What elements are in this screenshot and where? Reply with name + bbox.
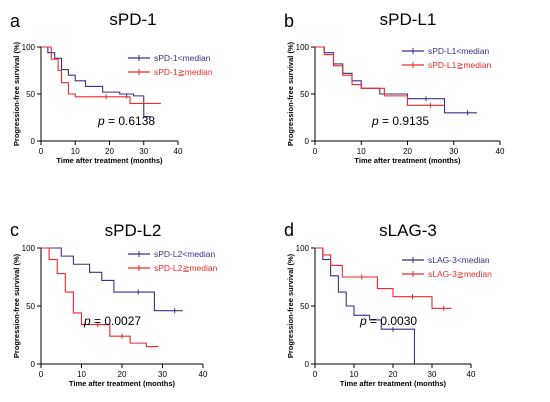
y-axis-label: Progression-free survival (%) xyxy=(12,41,21,146)
x-tick-label: 30 xyxy=(449,147,458,156)
y-tick-label: 100 xyxy=(296,43,310,52)
x-axis-label: Time after treatment (months) xyxy=(354,156,461,165)
chart-panel-c: c sPD-L2 0 50 100 0 10 20 30 40 Time after treatme… xyxy=(10,220,218,388)
x-tick-label: 40 xyxy=(199,370,208,379)
x-tick-label: 20 xyxy=(118,370,127,379)
p-value-annotation: p = 0.6138 xyxy=(97,114,155,128)
p-value-symbol: p xyxy=(97,114,105,128)
chart-panel-d: d sLAG-3 0 50 100 0 10 20 30 40 Time after treatme… xyxy=(284,220,492,388)
series-line-1 xyxy=(315,46,477,114)
x-axis-label: Time after treatment (months) xyxy=(69,379,176,388)
y-axis-label: Progression-free survival (%) xyxy=(286,253,295,358)
y-tick-label: 100 xyxy=(22,244,36,253)
x-tick-label: 30 xyxy=(158,370,167,379)
y-axis-label: Progression-free survival (%) xyxy=(286,41,295,146)
series-line-1 xyxy=(41,247,183,312)
panel-letter: d xyxy=(284,220,294,240)
legend-label: sLAG-3<median xyxy=(428,255,490,265)
chart-panel-a: a sPD-1 0 50 100 0 10 20 30 40 Time after treatmen… xyxy=(10,10,213,165)
series-line-1 xyxy=(315,247,415,364)
legend-label: sPD-1≧median xyxy=(154,67,213,77)
x-axis-label: Time after treatment (months) xyxy=(56,156,163,165)
p-value-number: = 0.9135 xyxy=(379,114,430,128)
legend-label: sLAG-3≧median xyxy=(428,269,492,279)
y-tick-label: 0 xyxy=(305,360,310,369)
x-tick-label: 20 xyxy=(389,370,398,379)
x-tick-label: 30 xyxy=(428,370,437,379)
p-value-number: = 0.0030 xyxy=(367,314,418,328)
panel-letter: a xyxy=(10,11,21,31)
chart-title: sLAG-3 xyxy=(379,221,437,240)
chart-title: sPD-1 xyxy=(109,10,156,29)
x-tick-label: 10 xyxy=(350,370,359,379)
x-tick-label: 0 xyxy=(313,147,318,156)
y-tick-label: 100 xyxy=(296,244,310,253)
y-tick-label: 50 xyxy=(300,302,309,311)
x-axis-label: Time after treatment (months) xyxy=(340,379,447,388)
x-tick-label: 40 xyxy=(174,147,183,156)
x-tick-label: 10 xyxy=(71,147,80,156)
x-tick-label: 20 xyxy=(403,147,412,156)
panel-letter: c xyxy=(10,220,19,240)
y-axis-label: Progression-free survival (%) xyxy=(12,253,21,358)
legend-label: sPD-L1<median xyxy=(428,46,489,56)
p-value-symbol: p xyxy=(83,314,91,328)
y-tick-label: 50 xyxy=(26,302,35,311)
y-tick-label: 100 xyxy=(22,43,36,52)
chart-panel-b: b sPD-L1 0 50 100 0 10 20 30 40 Time after treatme… xyxy=(284,10,505,165)
p-value-annotation: p = 0.9135 xyxy=(371,114,429,128)
panel-letter: b xyxy=(284,11,294,31)
legend-label: sPD-L2<median xyxy=(154,249,215,259)
series-line-2 xyxy=(315,46,445,106)
p-value-symbol: p xyxy=(359,314,367,328)
x-tick-label: 40 xyxy=(467,370,476,379)
p-value-annotation: p = 0.0030 xyxy=(359,314,417,328)
x-tick-label: 30 xyxy=(139,147,148,156)
y-tick-label: 50 xyxy=(300,90,309,99)
series-line-1 xyxy=(41,46,151,118)
legend-label: sPD-1<median xyxy=(154,53,211,63)
legend-label: sPD-L2≧median xyxy=(154,263,218,273)
chart-title: sPD-L1 xyxy=(380,10,437,29)
x-tick-label: 10 xyxy=(77,370,86,379)
y-tick-label: 0 xyxy=(31,360,36,369)
series-line-2 xyxy=(315,247,452,309)
x-tick-label: 20 xyxy=(105,147,114,156)
x-tick-label: 40 xyxy=(496,147,505,156)
p-value-number: = 0.6138 xyxy=(105,114,156,128)
x-tick-label: 0 xyxy=(313,370,318,379)
y-tick-label: 0 xyxy=(31,137,36,146)
p-value-number: = 0.0027 xyxy=(91,314,142,328)
p-value-annotation: p = 0.0027 xyxy=(83,314,141,328)
y-tick-label: 50 xyxy=(26,90,35,99)
x-tick-label: 0 xyxy=(39,370,44,379)
x-tick-label: 10 xyxy=(357,147,366,156)
legend-label: sPD-L1≧median xyxy=(428,60,492,70)
p-value-symbol: p xyxy=(371,114,379,128)
chart-title: sPD-L2 xyxy=(105,221,162,240)
x-tick-label: 0 xyxy=(39,147,44,156)
series-line-2 xyxy=(41,247,159,348)
y-tick-label: 0 xyxy=(305,137,310,146)
series-line-2 xyxy=(41,46,161,104)
